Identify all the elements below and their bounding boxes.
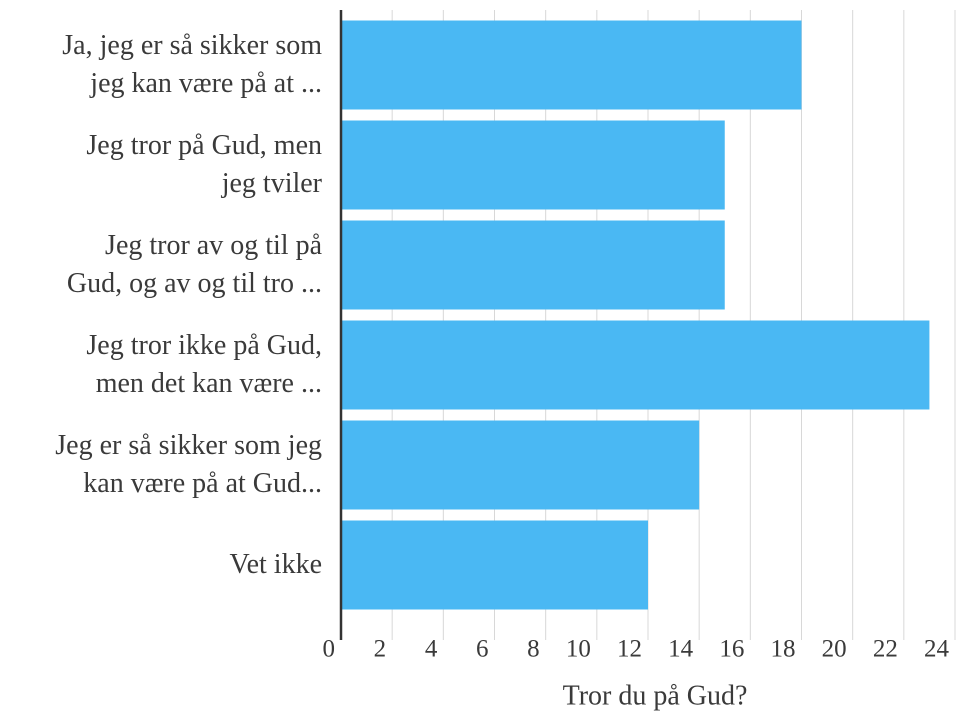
y-tick-label: Jeg tror av og til på Gud, og av og til … — [66, 230, 322, 299]
y-tick-label: Jeg er så sikker som jeg kan være på at … — [55, 430, 322, 499]
x-tick-label: 6 — [476, 636, 489, 663]
x-tick-label: 18 — [771, 636, 796, 663]
bar — [341, 420, 700, 510]
x-tick-label: 4 — [425, 636, 438, 663]
x-tick-label: 0 — [323, 636, 336, 663]
bar — [341, 520, 648, 610]
bar — [341, 320, 930, 410]
x-tick-label: 2 — [374, 636, 387, 663]
y-tick-label: Jeg tror på Gud, men jeg tviler — [86, 130, 322, 199]
x-tick-label: 12 — [617, 636, 642, 663]
bar — [341, 20, 802, 110]
x-tick-label: 20 — [822, 636, 847, 663]
x-tick-label: 8 — [527, 636, 540, 663]
x-tick-label: 16 — [719, 636, 744, 663]
bar — [341, 220, 725, 310]
bar — [341, 120, 725, 210]
x-tick-label: 22 — [873, 636, 898, 663]
x-tick-label: 14 — [668, 636, 694, 663]
x-tick-label: 24 — [924, 636, 950, 663]
y-tick-label: Vet ikke — [229, 549, 322, 580]
y-tick-label: Jeg tror ikke på Gud, men det kan være .… — [86, 330, 322, 399]
y-tick-label: Ja, jeg er så sikker som jeg kan være på… — [62, 30, 322, 99]
x-tick-label: 10 — [566, 636, 591, 663]
x-axis-title: Tror du på Gud? — [563, 680, 748, 711]
